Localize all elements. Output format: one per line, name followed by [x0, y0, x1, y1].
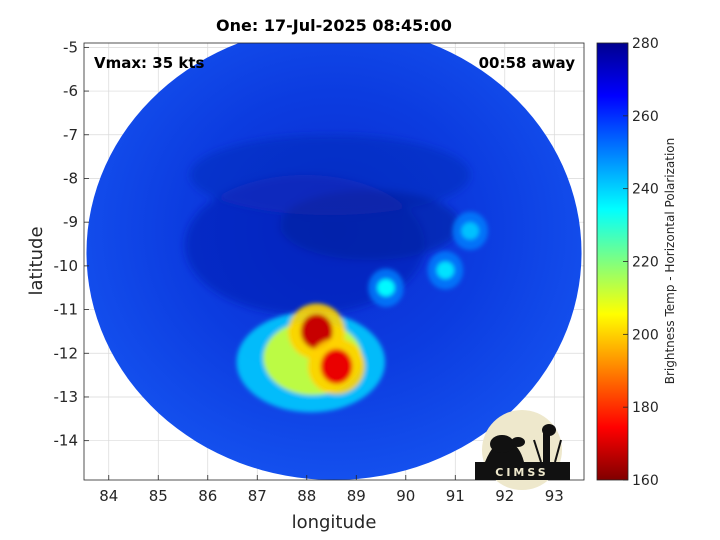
colorbar-ticks: 280 260 240 220 200 180 160 — [623, 36, 659, 489]
colorbar-tick-label: 260 — [632, 109, 659, 125]
colorbar — [596, 42, 629, 481]
y-tick-label: -6 — [63, 82, 78, 100]
y-tick-label: -9 — [63, 213, 78, 231]
x-tick-label: 92 — [495, 487, 514, 505]
x-tick-label: 87 — [248, 487, 267, 505]
x-tick-label: 86 — [198, 487, 217, 505]
x-tick-label: 90 — [396, 487, 415, 505]
cimss-logo-text: CIMSS — [495, 466, 548, 479]
colorbar-tick-label: 160 — [632, 473, 659, 489]
x-tick-label: 88 — [297, 487, 316, 505]
outer-band-cell — [436, 261, 455, 279]
y-tick-label: -8 — [63, 169, 78, 187]
x-tick-label: 84 — [99, 487, 118, 505]
colorbar-tick-label: 180 — [632, 400, 659, 416]
time-away-annotation: 00:58 away — [479, 54, 576, 72]
y-tick-label: -14 — [54, 432, 79, 450]
x-tick-label: 93 — [545, 487, 564, 505]
y-tick-label: -12 — [54, 344, 79, 362]
eyewall-core-south — [320, 348, 353, 384]
vmax-annotation: Vmax: 35 kts — [94, 54, 204, 72]
x-tick-label: 91 — [446, 487, 465, 505]
x-axis-ticks: 84 85 86 87 88 89 90 91 92 93 — [99, 475, 564, 505]
colorbar-label: Brightness Temp - Horizontal Polarizatio… — [663, 138, 677, 385]
eyewall-core-north — [300, 313, 333, 349]
plot-frame — [83, 42, 585, 481]
y-axis-label: latitude — [26, 226, 47, 295]
y-axis-ticks: -5 -6 -7 -8 -9 -10 -11 -12 -13 -14 — [54, 38, 89, 450]
y-tick-label: -11 — [54, 301, 79, 319]
x-axis-label: longitude — [292, 512, 377, 533]
colorbar-tick-label: 280 — [632, 36, 659, 52]
cimss-logo: CIMSS — [475, 410, 570, 490]
x-tick-label: 85 — [149, 487, 168, 505]
colorbar-tick-label: 220 — [632, 255, 659, 271]
y-tick-label: -10 — [54, 257, 79, 275]
outer-band-cell — [461, 222, 480, 240]
chart-title: One: 17-Jul-2025 08:45:00 — [216, 16, 452, 35]
cold-cloud-spiral — [185, 135, 470, 315]
y-tick-label: -7 — [63, 126, 78, 144]
x-tick-label: 89 — [347, 487, 366, 505]
colorbar-tick-label: 240 — [632, 182, 659, 198]
y-tick-label: -5 — [63, 38, 78, 56]
y-tick-label: -13 — [54, 388, 79, 406]
outer-band-cell — [377, 278, 395, 297]
colorbar-tick-label: 200 — [632, 327, 659, 343]
